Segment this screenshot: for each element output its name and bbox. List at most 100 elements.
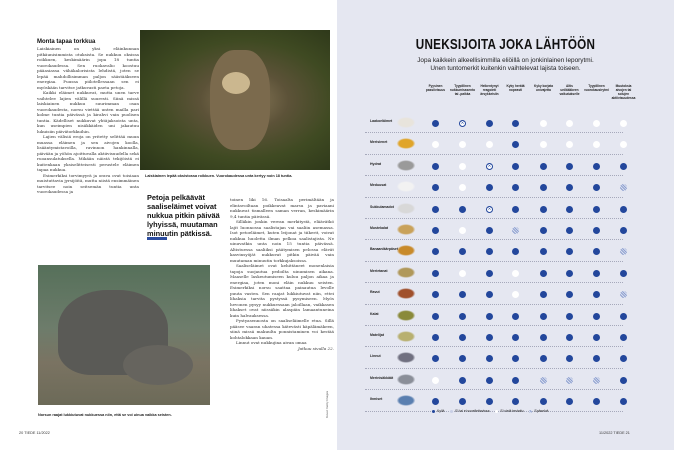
- animal-illustration: [395, 372, 417, 386]
- trait-marker-yes: [486, 312, 493, 320]
- legend-no: Ei tai ei sovellettavissa: [450, 409, 489, 413]
- table-row: [365, 176, 623, 198]
- trait-marker-yes: [486, 398, 493, 406]
- row-label: Merietanat: [370, 268, 388, 273]
- trait-marker-yes: [566, 398, 573, 406]
- trait-marker-untested: [459, 184, 466, 192]
- column-header: Altis unilääkkeen vaikutukselle: [559, 84, 580, 96]
- trait-marker-yes: [512, 162, 519, 170]
- table-row: [365, 369, 623, 391]
- sloth-photo: [140, 30, 330, 170]
- trait-marker-untested: [540, 141, 547, 149]
- trait-marker-untested: [432, 376, 439, 384]
- trait-marker-yes: [566, 248, 573, 256]
- trait-marker-yes: [459, 248, 466, 256]
- trait-marker-yes: [540, 269, 547, 277]
- paragraph: Saaliseläimet ovat kehittäneet monenlais…: [230, 263, 334, 318]
- trait-marker-yes: [486, 248, 493, 256]
- trait-marker-yes: [512, 355, 519, 363]
- legend: Kyllä Ei tai ei sovellettavissa Ei vielä…: [432, 409, 548, 413]
- photo-credit: Kuvat: Getty Images: [325, 390, 329, 418]
- animal-illustration: [395, 394, 417, 408]
- animal-illustration: [395, 265, 417, 279]
- trait-marker-yes: [432, 184, 439, 192]
- animal-illustration: [395, 330, 417, 343]
- trait-marker-yes: [593, 205, 600, 213]
- infographic-title: UNEKSIJOITA JOKA LÄHTÖÖN: [415, 36, 596, 53]
- table-row: [365, 326, 623, 348]
- row-label: Ihmiset: [370, 397, 383, 402]
- legend-yes: Kyllä: [432, 409, 444, 413]
- trait-marker-yes: [432, 355, 439, 363]
- trait-marker-yes: [540, 291, 547, 299]
- trait-marker-unclear: [512, 227, 519, 234]
- table-row: [365, 155, 623, 177]
- subtitle-line: Unen tuntomerkit kuitenkin vaihtelevat l…: [430, 65, 581, 72]
- table-row: [365, 112, 623, 134]
- trait-marker-yes: [432, 334, 439, 341]
- trait-marker-yes: [593, 227, 600, 234]
- sloth-caption: Laiskiainen lepää oksistossa roikkuen. V…: [145, 174, 293, 178]
- row-label: Sukkulamadot: [370, 204, 394, 209]
- trait-marker-yes: [593, 355, 600, 363]
- elephant-photo: [38, 265, 210, 405]
- trait-marker-yes: [486, 355, 493, 363]
- trait-marker-yes: [540, 334, 547, 341]
- trait-marker-yes: [540, 398, 547, 406]
- trait-marker-yes: [540, 162, 547, 170]
- trait-marker-untested: [593, 120, 600, 127]
- column-header: Heikentynyt reagointi ärsykkeisiin: [480, 84, 499, 96]
- trait-marker-yes: [593, 291, 600, 299]
- trait-marker-yes: [593, 312, 600, 320]
- column-header: Tyypillinen nukkumisasento tai -paikka: [449, 84, 476, 96]
- trait-marker-unclear: [566, 376, 573, 384]
- trait-marker-yes: [512, 376, 519, 384]
- trait-marker-yes: [566, 162, 573, 170]
- row-label: Laakoeläimet: [370, 119, 393, 123]
- trait-marker-yes: [566, 291, 573, 299]
- table-row: [365, 305, 623, 326]
- trait-marker-no: ×: [486, 205, 493, 213]
- table-row: [365, 133, 623, 155]
- column-header: Kyky korjata univajetta: [534, 84, 553, 92]
- trait-marker-yes: [566, 355, 573, 363]
- trait-marker-yes: [459, 291, 466, 299]
- trait-marker-yes: [432, 291, 439, 299]
- row-label: Merisienet: [370, 140, 388, 145]
- trait-marker-yes: [486, 291, 493, 299]
- trait-marker-yes: [566, 184, 573, 192]
- animal-illustration: [395, 244, 417, 258]
- trait-marker-yes: [459, 312, 466, 320]
- elephant-caption: Norsun raajat lukkiutuvat nukkuessa niin…: [38, 413, 172, 417]
- trait-marker-yes: [540, 355, 547, 363]
- paragraph: Kaikki eläimet nukkuvat, mutta unen tarv…: [37, 90, 139, 134]
- table-row: [365, 219, 623, 241]
- trait-marker-yes: [512, 120, 519, 127]
- trait-marker-yes: [432, 162, 439, 170]
- trait-marker-yes: [486, 334, 493, 341]
- trait-marker-yes: [512, 334, 519, 341]
- paragraph: Linnut ovat nukkujina aivan omaa: [236, 340, 307, 345]
- table-row: [365, 262, 623, 284]
- column-header: Muutoksia aivojen tai solujen aktiivisuu…: [611, 84, 636, 100]
- table-row: [365, 198, 623, 219]
- trait-marker-yes: [486, 227, 493, 234]
- trait-marker-yes: [512, 312, 519, 320]
- trait-marker-yes: [459, 355, 466, 363]
- right-page: UNEKSIJOITA JOKA LÄHTÖÖN Jopa kaikkein a…: [337, 0, 674, 450]
- trait-marker-yes: [620, 227, 627, 234]
- trait-marker-yes: [486, 120, 493, 127]
- trait-marker-untested: [566, 120, 573, 127]
- row-label: Matelijat: [370, 333, 385, 337]
- row-label: Meduusat: [370, 183, 387, 188]
- trait-marker-yes: [512, 248, 519, 256]
- trait-marker-untested: [432, 141, 439, 149]
- table-row: [365, 283, 623, 305]
- trait-marker-yes: [620, 205, 627, 213]
- trait-marker-yes: [620, 312, 627, 320]
- legend-untested: Ei vielä testattu: [495, 409, 523, 413]
- trait-marker-unclear: [620, 291, 627, 299]
- animal-illustration: [395, 180, 417, 194]
- trait-marker-yes: [540, 227, 547, 234]
- trait-marker-yes: [512, 184, 519, 192]
